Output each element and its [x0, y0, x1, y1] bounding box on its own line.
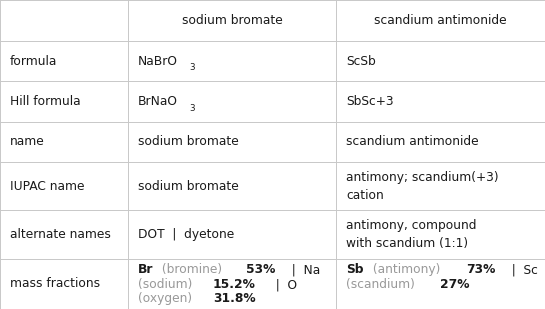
Text: scandium antimonide: scandium antimonide [346, 135, 479, 149]
Text: DOT  |  dyetone: DOT | dyetone [138, 228, 234, 241]
Text: 3: 3 [190, 63, 195, 72]
Text: (sodium): (sodium) [138, 278, 196, 291]
Text: (antimony): (antimony) [368, 263, 444, 276]
Text: 53%: 53% [246, 263, 275, 276]
Text: (oxygen): (oxygen) [138, 292, 196, 305]
Text: sodium bromate: sodium bromate [182, 14, 282, 27]
Text: sodium bromate: sodium bromate [138, 180, 239, 193]
Text: 3: 3 [190, 104, 195, 113]
Text: Hill formula: Hill formula [10, 95, 81, 108]
Text: 73%: 73% [466, 263, 495, 276]
Text: (scandium): (scandium) [346, 278, 419, 291]
Text: |  Na: | Na [283, 263, 320, 276]
Text: alternate names: alternate names [10, 228, 111, 241]
Text: mass fractions: mass fractions [10, 277, 100, 290]
Text: 31.8%: 31.8% [213, 292, 256, 305]
Text: Br: Br [138, 263, 153, 276]
Text: 15.2%: 15.2% [213, 278, 256, 291]
Text: ScSb: ScSb [346, 54, 376, 68]
Text: |  O: | O [268, 278, 298, 291]
Text: formula: formula [10, 54, 57, 68]
Text: (bromine): (bromine) [158, 263, 226, 276]
Text: IUPAC name: IUPAC name [10, 180, 84, 193]
Text: name: name [10, 135, 45, 149]
Text: |  Sc: | Sc [504, 263, 537, 276]
Text: antimony; scandium(+3)
cation: antimony; scandium(+3) cation [346, 171, 499, 202]
Text: NaBrO: NaBrO [138, 54, 178, 68]
Text: antimony, compound
with scandium (1:1): antimony, compound with scandium (1:1) [346, 219, 476, 250]
Text: Sb: Sb [346, 263, 364, 276]
Text: sodium bromate: sodium bromate [138, 135, 239, 149]
Text: scandium antimonide: scandium antimonide [374, 14, 507, 27]
Text: 27%: 27% [440, 278, 469, 291]
Text: BrNaO: BrNaO [138, 95, 178, 108]
Text: SbSc+3: SbSc+3 [346, 95, 393, 108]
